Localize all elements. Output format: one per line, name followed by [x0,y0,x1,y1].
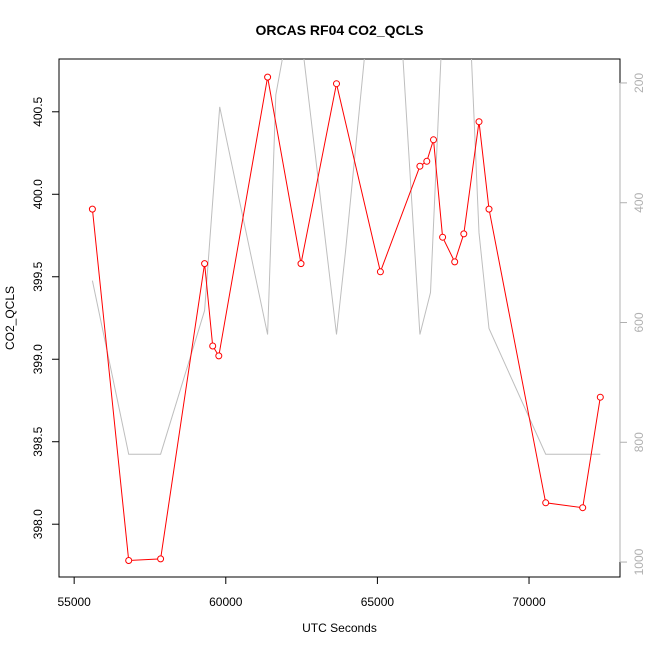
data-point [439,233,447,241]
data-point [88,205,96,213]
x-tick-label: 60000 [209,595,243,609]
y-axis-left: 398.0 398.5 399.0 399.5 400.0 400.5 [31,96,60,539]
data-point [264,73,272,81]
y-axis-label: CO2_QCLS [3,286,17,350]
x-tick-label: 55000 [57,595,91,609]
y-tick-label: 400.5 [31,96,45,126]
data-point [209,342,217,350]
x-axis-label: UTC Seconds [302,621,377,635]
y2-tick-label: 600 [632,312,646,332]
y2-tick-label: 800 [632,432,646,452]
data-point [542,499,550,507]
y-tick-label: 400.0 [31,179,45,209]
y2-tick-label: 1000 [632,548,646,575]
plot-frame [58,58,621,578]
data-point [157,555,165,563]
y-tick-label: 398.5 [31,426,45,456]
y2-tick-label: 400 [632,192,646,212]
series-line [91,77,601,562]
data-point [215,352,223,360]
data-point [297,260,305,268]
secondary-series [91,59,601,455]
data-point [451,258,459,266]
data-point [460,230,468,238]
y2-tick-label: 200 [632,73,646,93]
series-layer [88,59,604,564]
data-point [430,136,437,144]
series-line [91,59,601,455]
data-point [485,205,493,213]
data-point [475,118,483,126]
x-axis: 55000 60000 65000 70000 [57,576,546,609]
y-axis-right: 200 400 600 800 1000 [619,73,646,575]
data-point [333,80,340,88]
chart-title: ORCAS RF04 CO2_QCLS [255,22,423,38]
data-point [579,504,587,512]
data-point [596,393,604,401]
y-tick-label: 399.0 [31,344,45,374]
y-tick-label: 399.5 [31,261,45,291]
x-tick-label: 70000 [512,595,546,609]
data-point [201,260,209,268]
data-point [416,162,424,170]
data-point [423,157,431,165]
data-point [376,268,384,276]
data-point [125,557,133,564]
primary-series [88,73,604,564]
y-tick-label: 398.0 [31,509,45,539]
x-tick-label: 65000 [361,595,395,609]
